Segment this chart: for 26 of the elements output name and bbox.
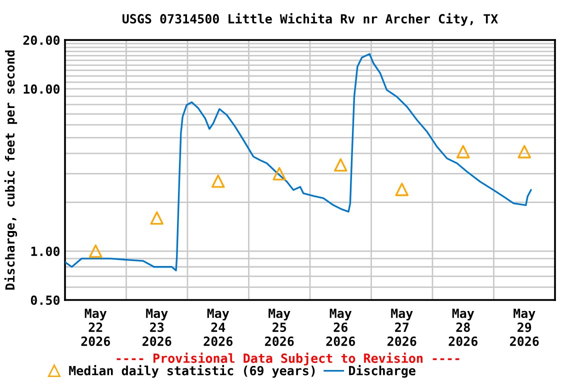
x-tick-label: May 28 2026 — [448, 308, 478, 346]
point — [518, 145, 532, 158]
x-tick-label: May 23 2026 — [142, 308, 172, 346]
y-tick-label: 0.50 — [30, 295, 60, 305]
point — [211, 174, 225, 188]
x-tick-label: May 26 2026 — [326, 308, 355, 346]
y-axis-title: Discharge, cubic feet per second — [4, 50, 18, 290]
point — [334, 158, 348, 172]
point — [272, 167, 286, 180]
x-tick-label: May 27 2026 — [388, 308, 416, 346]
x-tick-label: May 29 2026 — [510, 308, 539, 346]
point — [456, 145, 470, 158]
point — [88, 244, 102, 258]
point — [395, 182, 409, 196]
y-tick-label: 20.00 — [23, 35, 60, 45]
x-tick-label: May 22 2026 — [81, 308, 110, 346]
x-tick-label: May 25 2026 — [265, 308, 294, 346]
text: ---- Provisional Data Subject to Revision ---- — [116, 352, 460, 366]
legend-label: Median daily statistic (69 years) — [69, 364, 315, 378]
point — [150, 211, 164, 225]
chart-title: USGS 07314500 Little Wichita Rv nr Archer City, TX — [122, 13, 498, 26]
y-tick-label: 10.00 — [24, 84, 60, 94]
y-tick-label: 1.00 — [31, 246, 60, 256]
line-series — [65, 53, 532, 272]
legend-label: Discharge — [349, 364, 416, 378]
x-tick-label: May 24 2026 — [204, 308, 232, 346]
